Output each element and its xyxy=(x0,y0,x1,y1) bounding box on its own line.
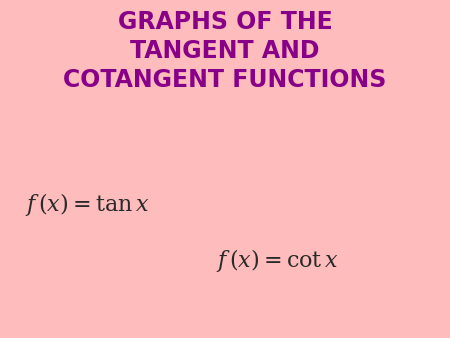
Text: GRAPHS OF THE
TANGENT AND
COTANGENT FUNCTIONS: GRAPHS OF THE TANGENT AND COTANGENT FUNC… xyxy=(63,10,387,92)
Text: $f\,(x) = \mathrm{tan}\, x$: $f\,(x) = \mathrm{tan}\, x$ xyxy=(25,191,149,218)
Text: $f\,(x) = \mathrm{cot}\, x$: $f\,(x) = \mathrm{cot}\, x$ xyxy=(216,247,339,274)
